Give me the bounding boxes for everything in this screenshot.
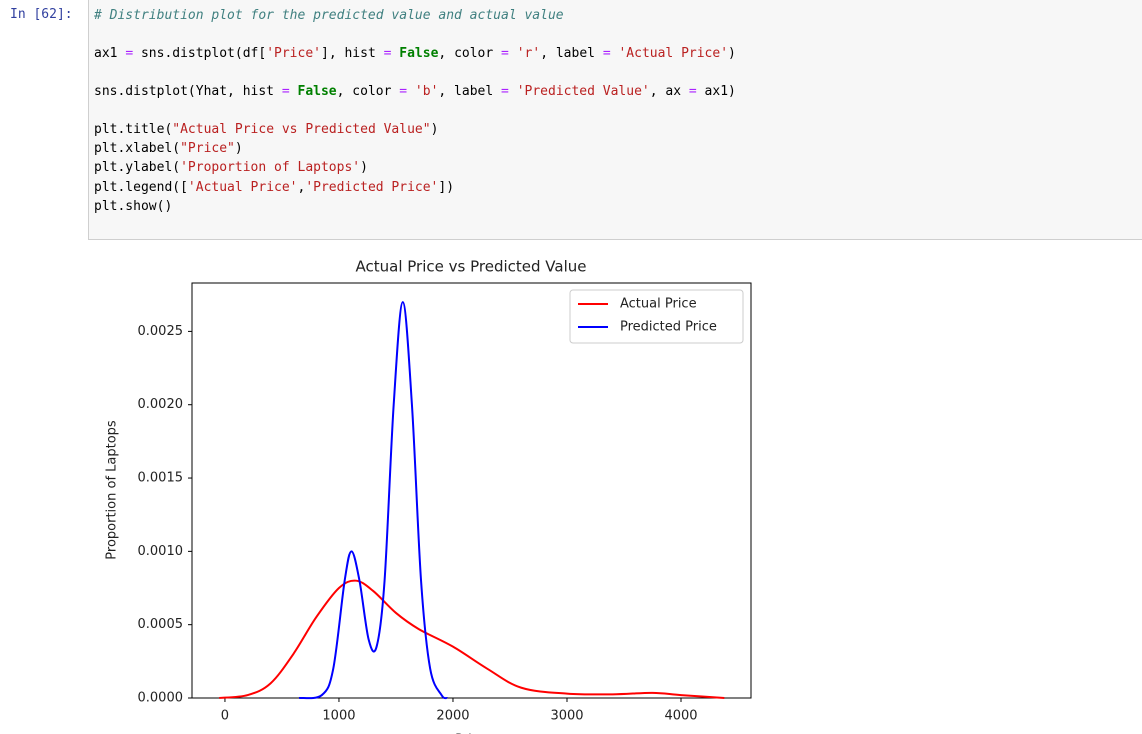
y-axis-label: Proportion of Laptops [105,420,120,560]
code-line: sns.distplot(Yhat, hist = False, color =… [94,84,736,99]
y-tick-label: 0.0025 [138,324,184,339]
code-line: # Distribution plot for the predicted va… [94,8,564,23]
kde-line [219,579,725,699]
code-line: plt.title("Actual Price vs Predicted Val… [94,122,439,137]
legend-label: Predicted Price [620,320,717,335]
y-tick-label: 0.0020 [138,397,184,412]
x-tick-label: 2000 [436,709,469,724]
legend-label: Actual Price [620,297,697,312]
cell-prompt: In [62]: [10,7,73,22]
x-axis-label: Price [455,733,487,734]
y-tick-label: 0.0010 [138,544,184,559]
code-line: plt.show() [94,199,173,214]
y-tick-label: 0.0000 [138,691,184,706]
x-tick-label: 3000 [550,709,583,724]
y-tick-label: 0.0015 [138,471,184,486]
code-line: ax1 = sns.distplot(df['Price'], hist = F… [94,46,736,61]
code-line: plt.xlabel("Price") [94,141,243,156]
kde-line [298,301,448,700]
x-tick-label: 4000 [664,709,697,724]
code-line: plt.legend(['Actual Price','Predicted Pr… [94,180,455,195]
code-line: plt.ylabel('Proportion of Laptops') [94,160,368,175]
chart-title: Actual Price vs Predicted Value [356,258,587,276]
x-tick-label: 0 [221,709,229,724]
x-tick-label: 1000 [322,709,355,724]
y-tick-label: 0.0005 [138,617,184,632]
legend-box [569,289,744,344]
plot-area [191,282,752,699]
code-cell[interactable]: # Distribution plot for the predicted va… [88,0,1142,240]
